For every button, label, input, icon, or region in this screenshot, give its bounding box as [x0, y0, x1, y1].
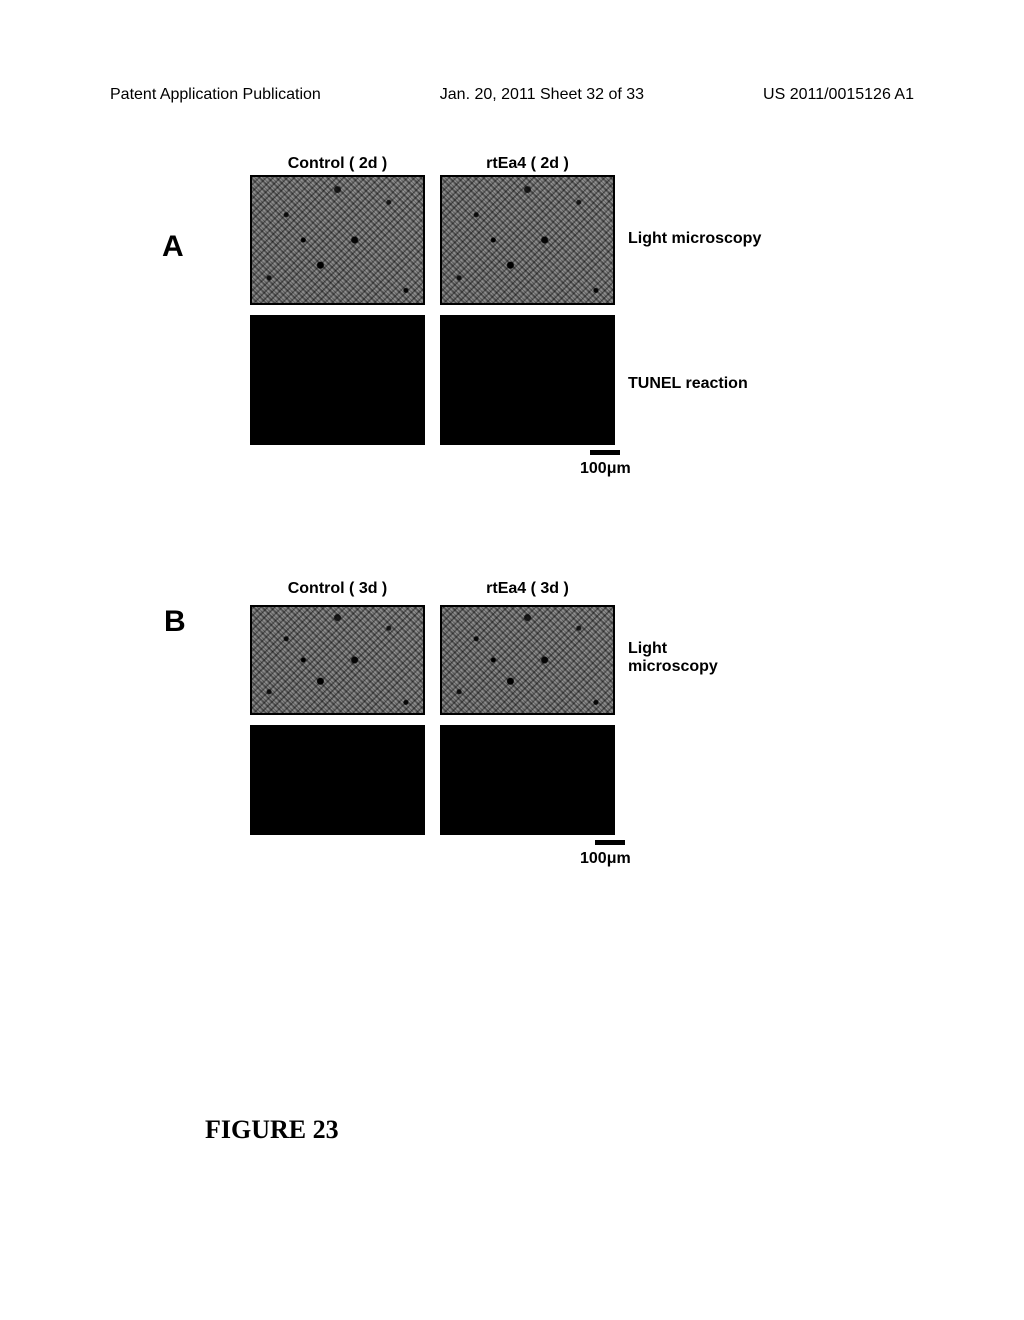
panel-a-control-tunel-image: [250, 315, 425, 445]
panel-a-row2-label: TUNEL reaction: [628, 375, 748, 393]
panel-b-row1-label: Light microscopy: [628, 640, 718, 676]
panel-a-row1-label: Light microscopy: [628, 230, 761, 248]
panel-b-control-tunel-image: [250, 725, 425, 835]
panel-a-rtea4-light-image: [440, 175, 615, 305]
panel-b-control-light-image: [250, 605, 425, 715]
panel-b-scale-label: 100μm: [580, 850, 631, 868]
panel-a-letter: A: [162, 230, 184, 264]
panel-b-col2-label: rtEa4 ( 3d ): [440, 580, 615, 598]
panel-a-control-light-image: [250, 175, 425, 305]
panel-a-scale-label: 100μm: [580, 460, 631, 478]
panel-a-scale-bar: [590, 450, 620, 455]
panel-a-col1-label: Control ( 2d ): [250, 155, 425, 173]
panel-b-col1-label: Control ( 3d ): [250, 580, 425, 598]
header-right: US 2011/0015126 A1: [763, 86, 914, 104]
panel-b-rtea4-light-image: [440, 605, 615, 715]
panel-b-rtea4-tunel-image: [440, 725, 615, 835]
figure-number-label: FIGURE 23: [205, 1115, 339, 1145]
page-header: Patent Application Publication Jan. 20, …: [0, 86, 1024, 104]
panel-a-col2-label: rtEa4 ( 2d ): [440, 155, 615, 173]
panel-b-scale-bar: [595, 840, 625, 845]
header-middle: Jan. 20, 2011 Sheet 32 of 33: [440, 86, 644, 104]
header-left: Patent Application Publication: [110, 86, 321, 104]
panel-b-letter: B: [164, 605, 186, 639]
panel-a-rtea4-tunel-image: [440, 315, 615, 445]
